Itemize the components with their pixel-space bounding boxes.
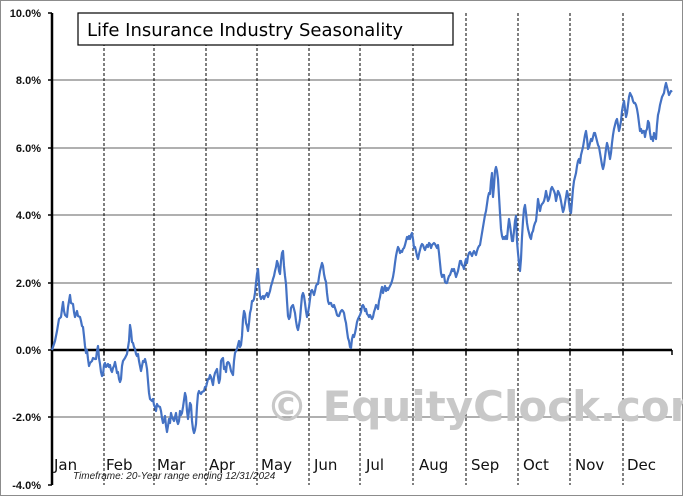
- y-tick-label: -4.0%: [12, 480, 41, 492]
- month-label: Feb: [106, 456, 133, 474]
- seasonality-line: [50, 81, 673, 435]
- axes: [48, 12, 673, 486]
- horizontal-gridlines: [52, 79, 672, 418]
- month-label: Jun: [313, 456, 337, 474]
- y-tick-label: 2.0%: [16, 278, 41, 290]
- y-tick-label: 0.0%: [16, 345, 41, 357]
- month-label: Jul: [365, 456, 384, 474]
- timeframe-note: Timeframe: 20-Year range ending 12/31/20…: [73, 471, 276, 482]
- y-tick-label: 4.0%: [16, 210, 41, 222]
- month-label: Jan: [53, 456, 77, 474]
- month-label: Dec: [627, 456, 656, 474]
- month-label: May: [261, 456, 292, 474]
- month-label: Aug: [419, 456, 448, 474]
- y-tick-label: -2.0%: [12, 412, 41, 424]
- month-label: Sep: [471, 456, 499, 474]
- month-label: Nov: [575, 456, 604, 474]
- y-axis-labels: 10.0% 8.0% 6.0% 4.0% 2.0% 0.0% -2.0% -4.…: [10, 8, 41, 492]
- chart-title: Life Insurance Industry Seasonality: [87, 20, 403, 41]
- y-tick-label: 8.0%: [16, 75, 41, 87]
- month-label: Apr: [209, 456, 236, 474]
- watermark: © EquityClock.com: [266, 382, 683, 431]
- month-label: Mar: [157, 456, 186, 474]
- y-tick-label: 10.0%: [10, 8, 41, 20]
- chart-title-box: Life Insurance Industry Seasonality: [77, 12, 454, 46]
- x-axis-labels: Jan Feb Mar Apr May Jun Jul Aug Sep Oct …: [53, 456, 656, 474]
- month-label: Oct: [523, 456, 549, 474]
- y-tick-label: 6.0%: [16, 143, 41, 155]
